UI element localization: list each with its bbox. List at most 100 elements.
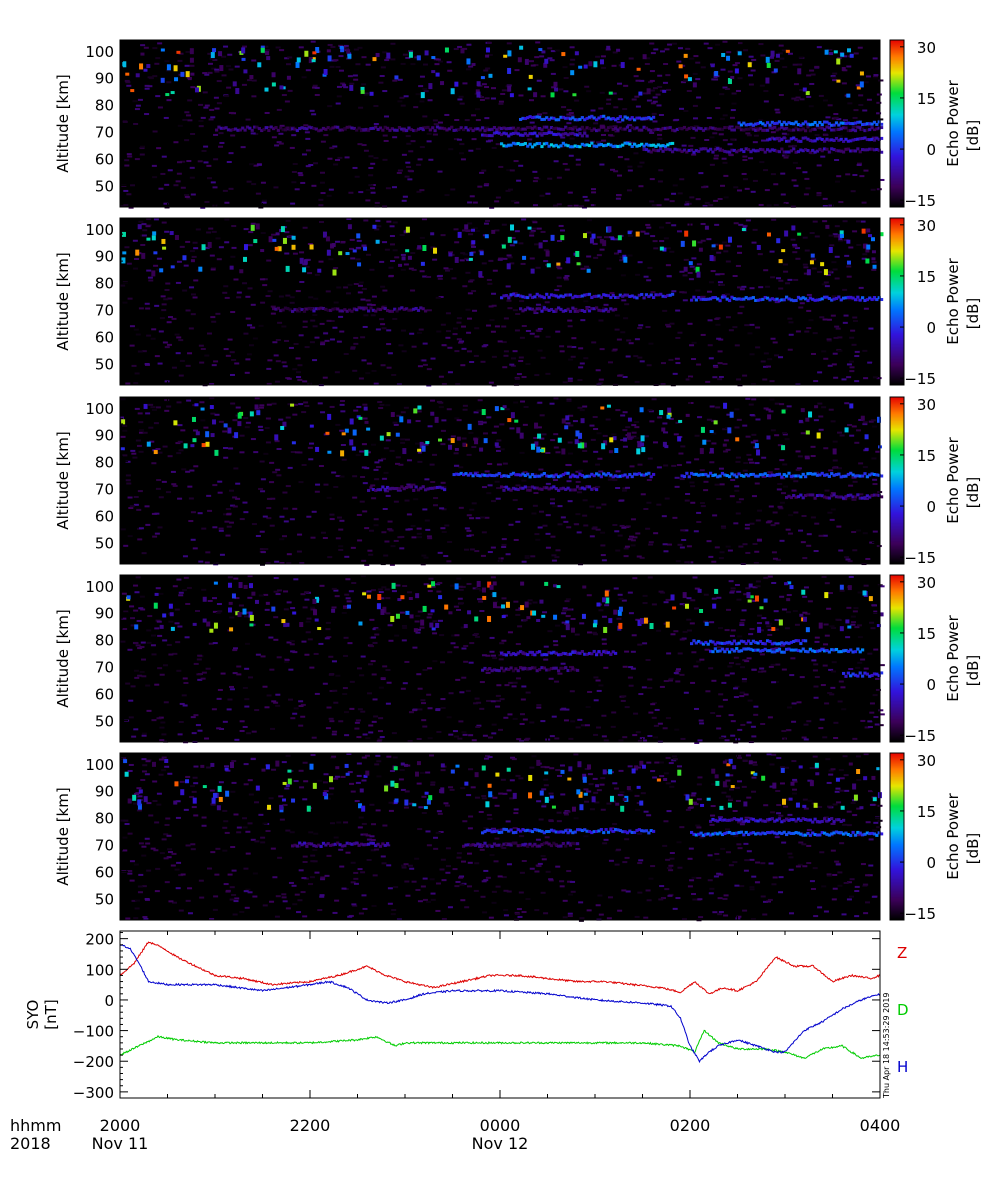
echo-pixel <box>327 450 332 454</box>
echo-pixel <box>352 429 357 436</box>
noise-pixel <box>248 344 254 347</box>
noise-pixel <box>700 295 706 298</box>
noise-pixel <box>411 345 417 348</box>
echo-layer-pixel <box>580 473 584 477</box>
echo-layer-pixel <box>673 147 677 151</box>
noise-pixel <box>536 113 542 116</box>
echo-layer-pixel <box>775 128 779 132</box>
noise-pixel <box>290 451 296 454</box>
noise-pixel <box>839 434 845 437</box>
noise-pixel <box>380 285 386 288</box>
echo-layer-pixel <box>792 147 796 151</box>
noise-pixel <box>154 512 160 515</box>
echo-pixel <box>519 432 524 439</box>
echo-layer-pixel <box>868 128 872 132</box>
noise-pixel <box>289 301 295 304</box>
noise-pixel <box>226 65 232 68</box>
noise-pixel <box>545 335 551 338</box>
echo-layer-pixel <box>851 122 855 126</box>
echo-layer-pixel <box>637 472 641 476</box>
noise-pixel <box>528 99 534 102</box>
noise-pixel <box>728 125 734 128</box>
echo-layer-pixel <box>787 150 791 154</box>
noise-pixel <box>164 288 170 291</box>
noise-pixel <box>229 351 235 354</box>
colorbar-slice <box>890 313 904 315</box>
colorbar-slice <box>890 108 904 110</box>
noise-pixel <box>295 357 301 360</box>
echo-pixel <box>260 47 265 53</box>
colorbar-slice <box>890 310 904 312</box>
noise-pixel <box>758 43 764 46</box>
noise-pixel <box>541 433 547 436</box>
echo-layer-pixel <box>300 308 304 312</box>
echo-layer-pixel <box>219 126 223 130</box>
noise-pixel <box>649 89 655 92</box>
noise-pixel <box>382 289 388 292</box>
noise-pixel <box>631 98 637 101</box>
noise-pixel <box>127 297 133 300</box>
noise-pixel <box>214 68 220 71</box>
echo-layer-pixel <box>272 307 276 311</box>
noise-pixel <box>286 553 292 556</box>
noise-pixel <box>424 478 430 481</box>
noise-pixel <box>471 114 477 117</box>
echo-pixel <box>800 408 805 413</box>
echo-layer-pixel <box>300 126 304 130</box>
colorbar-slice <box>890 312 904 314</box>
noise-pixel <box>611 433 617 436</box>
noise-pixel <box>144 113 150 116</box>
noise-pixel <box>849 360 855 363</box>
colorbar-slice <box>890 73 904 75</box>
echo-layer-pixel <box>728 126 732 130</box>
noise-pixel <box>222 189 228 192</box>
noise-pixel <box>812 332 818 335</box>
echo-layer-pixel <box>856 493 860 497</box>
noise-pixel <box>657 137 663 140</box>
noise-pixel <box>614 328 620 331</box>
noise-pixel <box>440 443 446 446</box>
noise-pixel <box>832 440 838 443</box>
noise-pixel <box>239 451 245 454</box>
echo-pixel <box>121 257 126 264</box>
noise-pixel <box>510 364 516 367</box>
noise-pixel <box>129 505 135 508</box>
echo-layer-pixel <box>690 126 694 130</box>
echo-pixel <box>741 228 746 232</box>
noise-pixel <box>209 383 215 386</box>
noise-pixel <box>327 105 333 108</box>
echo-pixel <box>210 433 215 438</box>
noise-pixel <box>683 79 689 82</box>
echo-layer-pixel <box>808 472 812 476</box>
echo-layer-pixel <box>652 128 656 132</box>
echo-layer-pixel <box>818 147 822 151</box>
noise-pixel <box>846 265 852 268</box>
echo-layer-pixel <box>405 485 409 489</box>
echo-layer-pixel <box>583 309 587 313</box>
echo-layer-pixel <box>616 128 620 132</box>
noise-pixel <box>164 230 170 233</box>
noise-pixel <box>266 382 272 385</box>
noise-pixel <box>255 192 261 195</box>
noise-pixel <box>235 406 241 409</box>
echo-pixel <box>514 419 519 423</box>
echo-layer-pixel <box>545 486 549 490</box>
noise-pixel <box>712 376 718 379</box>
colorbar-slice <box>890 326 904 328</box>
noise-pixel <box>153 264 159 267</box>
colorbar-slice <box>890 144 904 146</box>
noise-pixel <box>593 122 599 125</box>
noise-pixel <box>298 481 304 484</box>
echo-pixel <box>173 65 178 72</box>
echo-layer-pixel <box>395 128 399 132</box>
noise-pixel <box>754 127 760 130</box>
noise-pixel <box>818 415 824 418</box>
echo-layer-pixel <box>561 295 565 299</box>
noise-pixel <box>450 188 456 191</box>
noise-pixel <box>767 358 773 361</box>
echo-layer-pixel <box>540 145 544 149</box>
noise-pixel <box>308 296 314 299</box>
noise-pixel <box>483 69 489 72</box>
echo-pixel <box>556 262 561 266</box>
